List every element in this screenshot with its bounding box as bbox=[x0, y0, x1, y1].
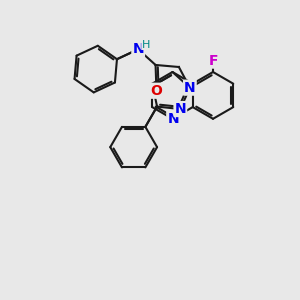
Text: O: O bbox=[150, 84, 162, 98]
Text: N: N bbox=[184, 81, 196, 95]
Text: N: N bbox=[167, 112, 179, 126]
Text: N: N bbox=[175, 102, 186, 116]
Text: F: F bbox=[208, 54, 218, 68]
Text: N: N bbox=[132, 42, 144, 56]
Text: H: H bbox=[142, 40, 150, 50]
